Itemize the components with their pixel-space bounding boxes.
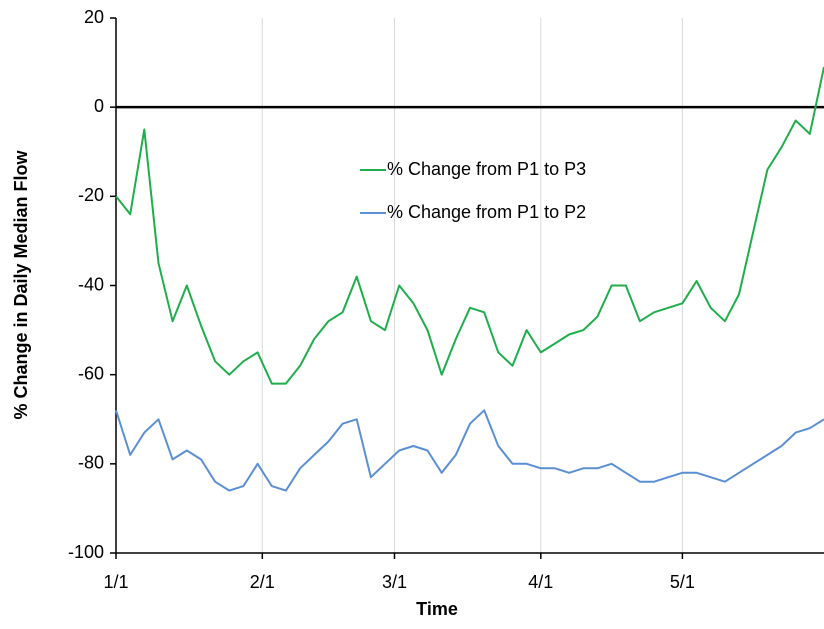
y-axis-title: % Change in Daily Median Flow [11, 149, 31, 419]
y-tick-label: -80 [78, 453, 104, 473]
y-tick-label: 20 [84, 7, 104, 27]
y-tick-label: -40 [78, 274, 104, 294]
legend-label: % Change from P1 to P3 [387, 159, 586, 179]
y-tick-label: -60 [78, 363, 104, 383]
x-tick-label: 1/1 [103, 572, 128, 592]
x-tick-label: 2/1 [250, 572, 275, 592]
legend-label: % Change from P1 to P2 [387, 202, 586, 222]
x-tick-label: 4/1 [528, 572, 553, 592]
line-series [115, 409, 824, 492]
y-tick-label: -100 [68, 542, 104, 562]
x-tick-label: 3/1 [382, 572, 407, 592]
y-tick-label: -20 [78, 185, 104, 205]
line-series [115, 66, 824, 385]
x-axis-title: Time [416, 599, 458, 619]
x-tick-label: 5/1 [670, 572, 695, 592]
y-tick-label: 0 [94, 96, 104, 116]
